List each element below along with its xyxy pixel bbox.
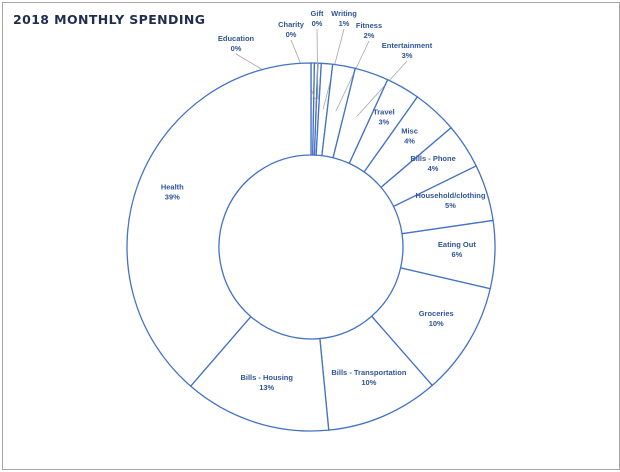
slice-value-label: 10% [429,319,444,328]
slice-label: Misc [401,126,418,135]
slice-label: Health [161,182,184,191]
slice-label: Household/clothing [415,191,485,200]
slice-value-label: 1% [339,19,350,28]
slice-label: Writing [331,9,357,18]
slice-label: Bills - Transportation [331,368,406,377]
slice-label: Bills - Phone [410,154,455,163]
slice-value-label: 3% [402,51,413,60]
leader-line [356,60,408,117]
slice-label: Bills - Housing [240,373,293,382]
slice-label: Eating Out [438,240,476,249]
slice-value-label: 5% [445,201,456,210]
slice-label: Groceries [419,309,454,318]
chart-title: 2018 MONTHLY SPENDING [13,12,206,27]
slice-label: Fitness [356,21,382,30]
slice-health [126,62,312,388]
slice-value-label: 2% [364,31,375,40]
slice-value-label: 0% [312,19,323,28]
slice-value-label: 4% [428,164,439,173]
slice-label: Charity [278,20,305,29]
slice-label: Gift [311,9,324,18]
slice-value-label: 3% [379,118,390,127]
slice-value-label: 10% [361,378,376,387]
slice-value-label: 13% [259,383,274,392]
leader-line [316,28,319,100]
slice-value-label: 4% [404,136,415,145]
slice-value-label: 0% [286,30,297,39]
slice-label: Education [218,34,255,43]
slice-value-label: 39% [165,192,180,201]
slice-label: Travel [373,108,395,117]
leader-line [335,40,370,112]
slice-value-label: 0% [231,44,242,53]
slice-label: Entertainment [382,41,433,50]
slice-value-label: 6% [451,250,462,259]
